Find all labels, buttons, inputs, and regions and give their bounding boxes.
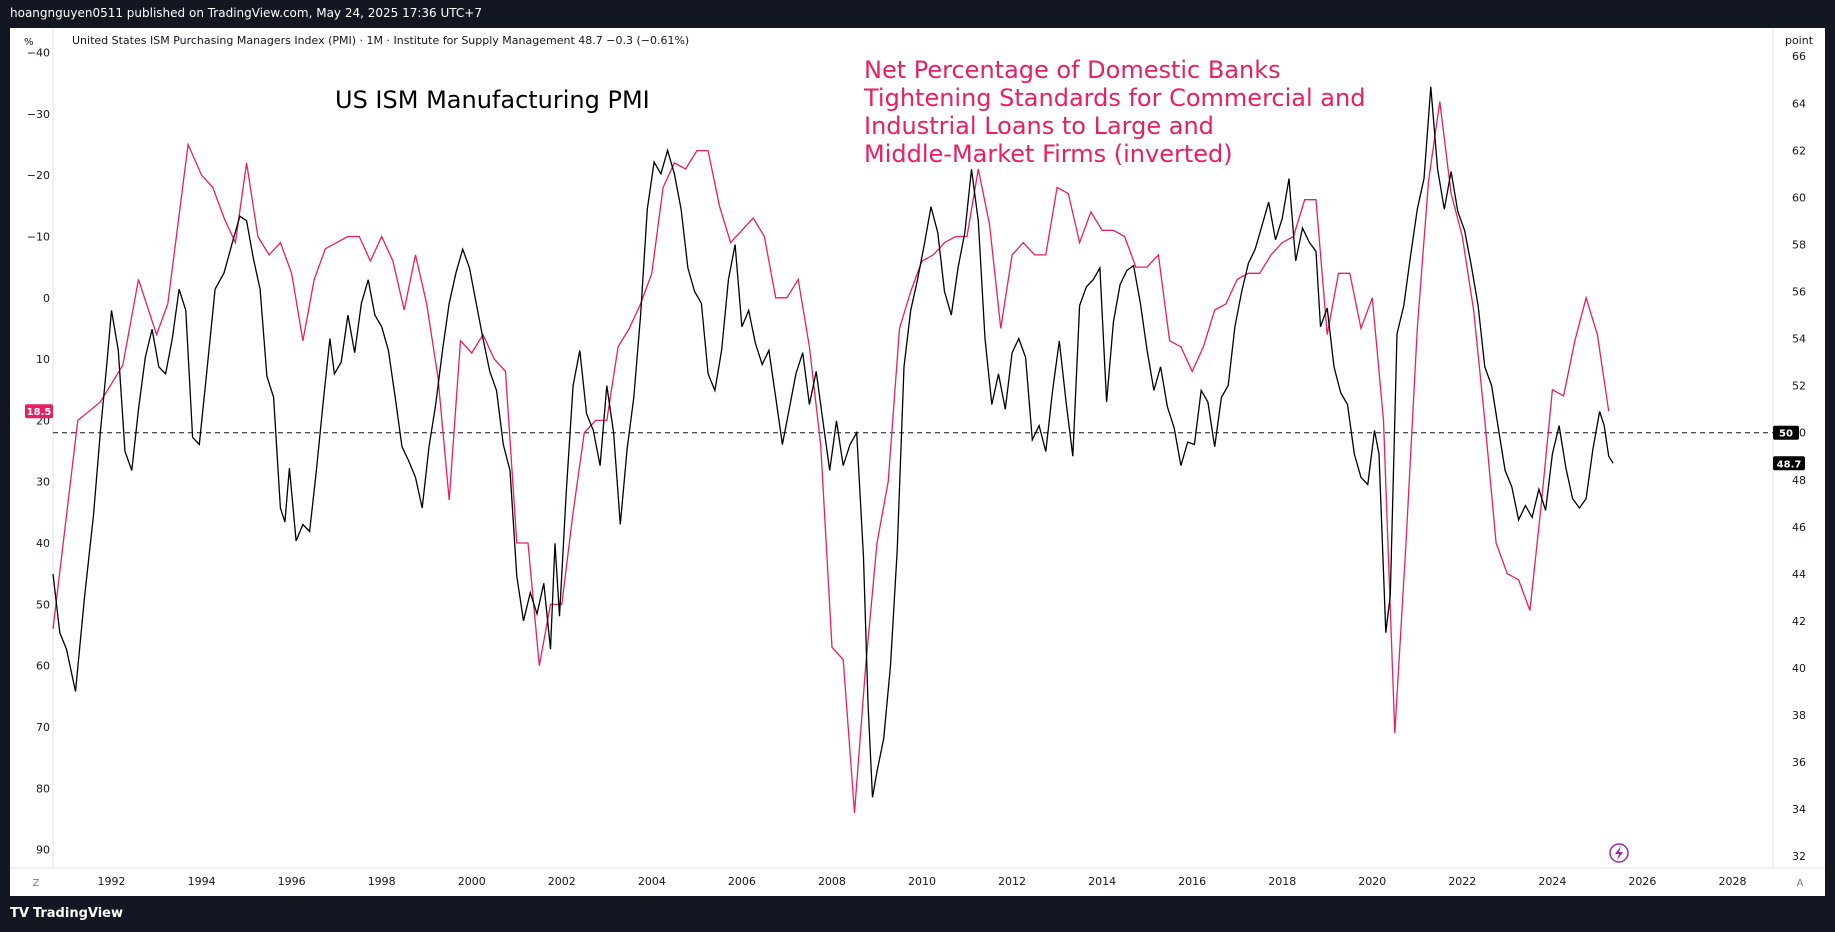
time-tick-label: 1992 xyxy=(98,875,126,888)
time-tick-label: 1994 xyxy=(188,875,216,888)
time-tick-label: 2012 xyxy=(998,875,1026,888)
left-tick-label: 10 xyxy=(36,353,50,366)
right-ref-badge: 50 xyxy=(1773,425,1799,440)
left-tick-label: 90 xyxy=(36,844,50,857)
series-line-ism-pmi xyxy=(52,86,1614,798)
time-tick-label: 2004 xyxy=(638,875,666,888)
time-tick-label: 2016 xyxy=(1178,875,1206,888)
right-tick-label: 36 xyxy=(1792,756,1806,769)
left-tick-label: 0 xyxy=(43,292,50,305)
flash-icon[interactable] xyxy=(1609,843,1629,863)
right-last-value-badge: 48.7 xyxy=(1773,456,1805,471)
left-axis-unit: % xyxy=(24,37,34,48)
left-tick-label: 30 xyxy=(36,476,50,489)
left-tick-label: 80 xyxy=(36,782,50,795)
left-tick-label: 60 xyxy=(36,660,50,673)
time-tick-label: 1996 xyxy=(278,875,306,888)
left-tick-label: −10 xyxy=(27,230,50,243)
left-tick-label: −30 xyxy=(27,108,50,121)
right-tick-label: 52 xyxy=(1792,380,1806,393)
banks-annotation-line-3: Industrial Loans to Large and xyxy=(864,112,1214,140)
publish-bar: hoangnguyen0511 published on TradingView… xyxy=(0,0,1835,28)
right-tick-label: 34 xyxy=(1792,803,1806,816)
right-tick-label: 64 xyxy=(1792,97,1806,110)
right-tick-label: 40 xyxy=(1792,662,1806,675)
right-tick-label: 38 xyxy=(1792,709,1806,722)
banks-annotation-line-1: Net Percentage of Domestic Banks xyxy=(864,56,1281,84)
right-ref-value: 50 xyxy=(1779,429,1793,440)
time-tick-label: 2014 xyxy=(1088,875,1116,888)
time-tick-label: 2022 xyxy=(1448,875,1476,888)
right-tick-label: 46 xyxy=(1792,521,1806,534)
publish-line: hoangnguyen0511 published on TradingView… xyxy=(10,6,482,20)
time-tick-label: 2028 xyxy=(1718,875,1746,888)
time-tick-label: 2008 xyxy=(818,875,846,888)
left-last-value-badge: 18.5 xyxy=(25,404,53,419)
banks-annotation: Net Percentage of Domestic Banks Tighten… xyxy=(863,56,1365,168)
banks-annotation-line-4: Middle-Market Firms (inverted) xyxy=(864,140,1233,168)
left-tick-label: 40 xyxy=(36,537,50,550)
right-tick-label: 60 xyxy=(1792,191,1806,204)
time-tick-label: 2018 xyxy=(1268,875,1296,888)
right-last-value: 48.7 xyxy=(1777,459,1802,470)
tradingview-brand[interactable]: TV TradingView xyxy=(10,906,123,921)
footer-bar: TV TradingView xyxy=(0,896,1835,932)
chart-svg[interactable]: % point United States ISM Purchasing Man… xyxy=(10,28,1825,896)
left-tick-label: 50 xyxy=(36,598,50,611)
left-tick-label: −40 xyxy=(27,47,50,60)
right-axis-unit: point xyxy=(1785,34,1814,47)
left-tick-label: 70 xyxy=(36,721,50,734)
right-tick-label: 48 xyxy=(1792,474,1806,487)
pmi-annotation: US ISM Manufacturing PMI xyxy=(335,86,650,114)
chart-frame: % point United States ISM Purchasing Man… xyxy=(10,28,1825,896)
time-tick-label: 2002 xyxy=(548,875,576,888)
banks-annotation-line-2: Tightening Standards for Commercial and xyxy=(863,84,1365,112)
time-tick-label: 2006 xyxy=(728,875,756,888)
right-tick-label: 32 xyxy=(1792,850,1806,863)
tradingview-logo-icon: TV xyxy=(10,906,29,921)
left-tick-label: −20 xyxy=(27,169,50,182)
zoom-button[interactable]: Z xyxy=(33,878,40,889)
series-line-banks-tightening-inverted xyxy=(52,101,1610,813)
right-tick-label: 66 xyxy=(1792,50,1806,63)
right-tick-label: 62 xyxy=(1792,144,1806,157)
time-tick-label: 1998 xyxy=(368,875,396,888)
time-axis-ticks: 1992 1994 1996 1998 2000 2002 2004 2006 2008 2010… xyxy=(98,875,1747,888)
right-tick-label: 54 xyxy=(1792,333,1806,346)
time-tick-label: 2010 xyxy=(908,875,936,888)
right-tick-label: 58 xyxy=(1792,238,1806,251)
right-axis-ticks: 666462605856545250484644424038363432 xyxy=(1792,50,1806,863)
series-legend[interactable]: United States ISM Purchasing Managers In… xyxy=(72,34,689,47)
auto-scale-button[interactable]: A xyxy=(1797,878,1804,889)
time-tick-label: 2024 xyxy=(1538,875,1566,888)
tradingview-brand-label: TradingView xyxy=(32,906,123,921)
right-tick-label: 44 xyxy=(1792,568,1806,581)
left-last-value: 18.5 xyxy=(27,407,52,418)
time-tick-label: 2000 xyxy=(458,875,486,888)
time-tick-label: 2026 xyxy=(1628,875,1656,888)
right-tick-label: 56 xyxy=(1792,286,1806,299)
right-tick-label: 42 xyxy=(1792,615,1806,628)
time-tick-label: 2020 xyxy=(1358,875,1386,888)
